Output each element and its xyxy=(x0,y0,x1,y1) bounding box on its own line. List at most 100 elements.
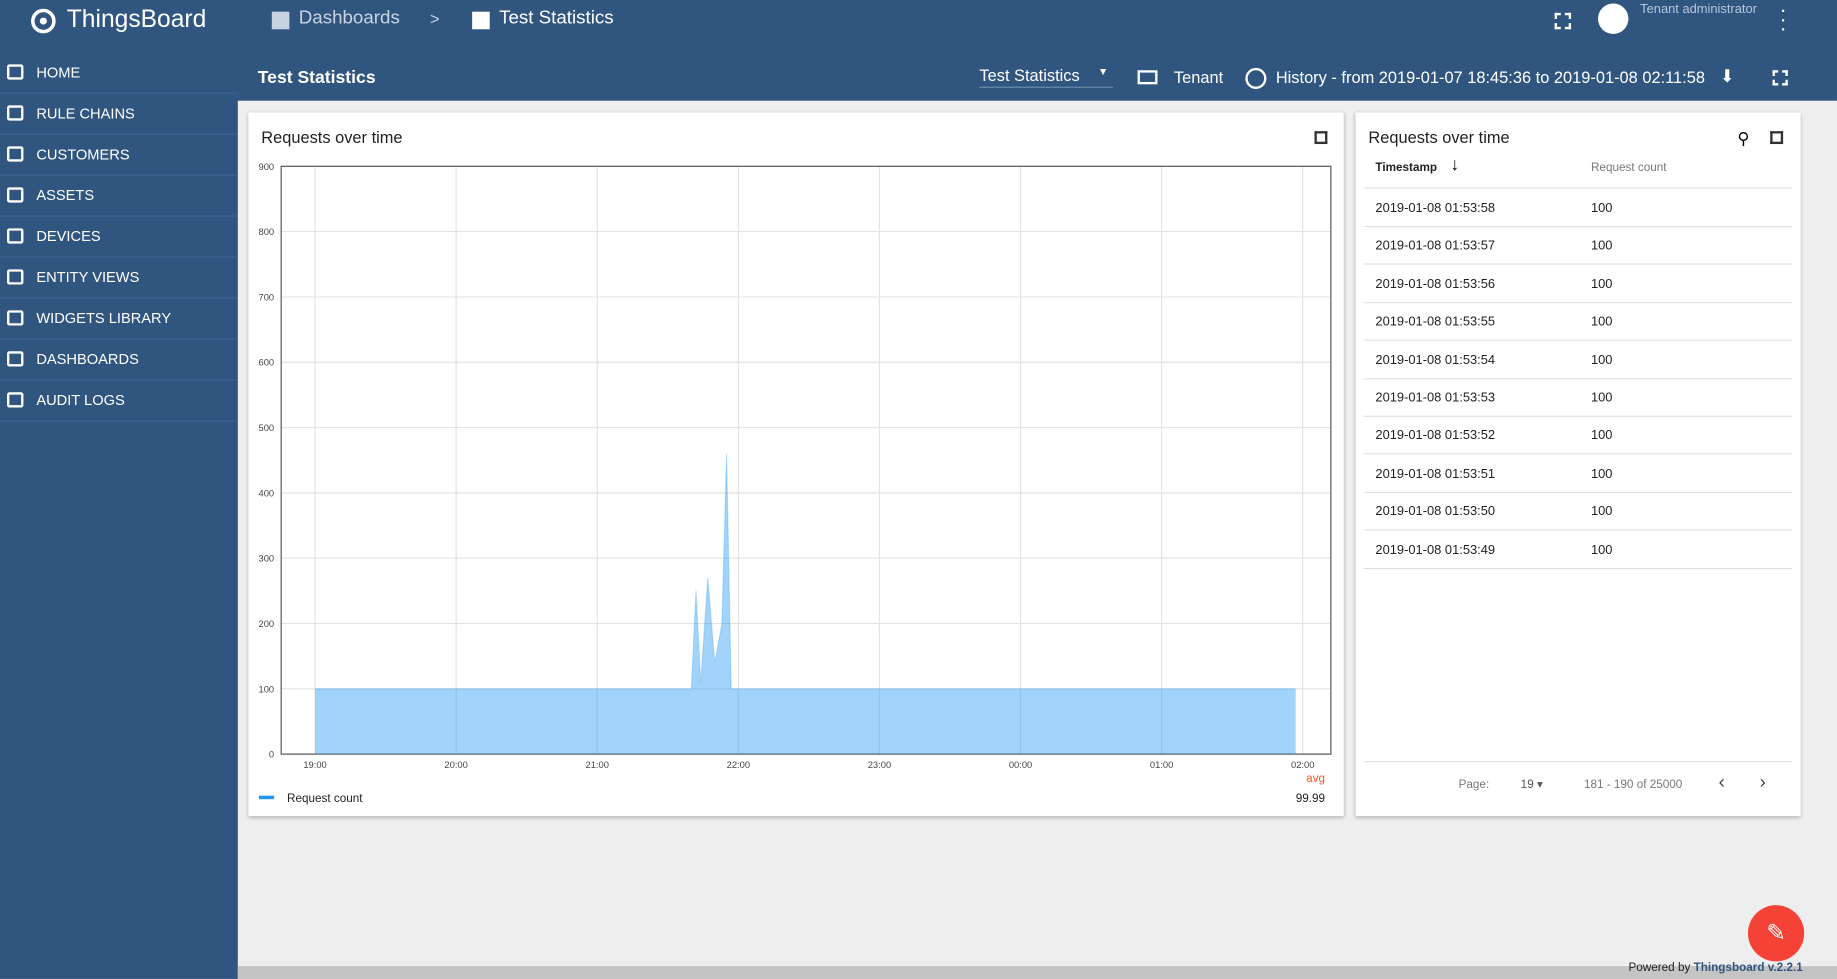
footer-bar xyxy=(237,966,1837,979)
x-tick-label: 00:00 xyxy=(1009,760,1032,770)
menu-label: HOME xyxy=(36,64,81,81)
search-button[interactable]: ⚲ xyxy=(1737,128,1750,148)
cell: 2019-01-08 01:53:53 xyxy=(1375,391,1496,406)
menu-icon xyxy=(7,310,24,326)
menu-item[interactable]: CUSTOMERS xyxy=(0,135,238,176)
logo[interactable]: ThingsBoard xyxy=(66,5,207,33)
cell: 100 xyxy=(1590,429,1613,444)
next-page[interactable]: › xyxy=(1759,772,1766,793)
menu-icon xyxy=(7,351,24,367)
table-row[interactable]: 2019-01-08 01:53:54 100 xyxy=(1363,340,1793,379)
menu-icon xyxy=(7,187,24,203)
entity-icon xyxy=(1137,70,1158,85)
prev-page[interactable]: ‹ xyxy=(1718,772,1725,793)
dropdown-arrow: ▼ xyxy=(1097,65,1109,78)
edit-button[interactable]: ✎ xyxy=(1747,905,1805,962)
user-name: Tenant administrator xyxy=(1640,2,1757,17)
dashboard-icon xyxy=(472,11,490,30)
menu-item[interactable]: ENTITY VIEWS xyxy=(0,258,238,299)
table-row[interactable]: 2019-01-08 01:53:57 100 xyxy=(1363,226,1793,266)
timewindow[interactable]: History - from 2019-01-07 18:45:36 to 20… xyxy=(1275,67,1705,87)
state-value: Test Statistics xyxy=(979,65,1080,85)
clock-icon xyxy=(1245,67,1267,89)
menu-label: RULE CHAINS xyxy=(36,105,135,122)
menu-icon xyxy=(7,64,24,80)
widget-title: Requests over time xyxy=(1368,127,1510,147)
cell: 2019-01-08 01:53:57 xyxy=(1375,239,1496,254)
sort-icon[interactable]: ↓ xyxy=(1450,154,1460,175)
cell: 2019-01-08 01:53:49 xyxy=(1375,542,1496,557)
cell: 2019-01-08 01:53:55 xyxy=(1375,315,1496,330)
top-bar xyxy=(0,0,1837,101)
cell: 2019-01-08 01:53:50 xyxy=(1375,504,1496,519)
menu-item[interactable]: HOME xyxy=(0,53,238,94)
page-number: 19 xyxy=(1520,778,1534,792)
menu-icon xyxy=(7,146,24,162)
page-range: 181 - 190 of 25000 xyxy=(1583,778,1683,792)
cell: 100 xyxy=(1590,391,1613,406)
widget-fullscreen[interactable] xyxy=(1314,131,1328,145)
table-row[interactable]: 2019-01-08 01:53:49 100 xyxy=(1363,530,1793,569)
page-label: Page: xyxy=(1458,778,1490,792)
avatar[interactable] xyxy=(1597,3,1629,34)
table-widget xyxy=(1355,112,1801,817)
y-tick-label: 300 xyxy=(259,554,275,564)
y-tick-label: 0 xyxy=(269,750,274,760)
fullscreen-button[interactable] xyxy=(1554,12,1572,30)
menu-label: AUDIT LOGS xyxy=(36,392,125,409)
fullscreen-button[interactable] xyxy=(1772,70,1788,86)
table-row[interactable]: 2019-01-08 01:53:52 100 xyxy=(1363,416,1793,455)
plot-frame xyxy=(280,165,1332,755)
x-tick-label: 22:00 xyxy=(727,760,750,770)
cell: 100 xyxy=(1590,504,1613,519)
menu-item[interactable]: AUDIT LOGS xyxy=(0,381,238,422)
x-tick-label: 23:00 xyxy=(868,760,891,770)
menu-item[interactable]: DASHBOARDS xyxy=(0,340,238,381)
menu-item[interactable]: DEVICES xyxy=(0,217,238,258)
table-row[interactable]: 2019-01-08 01:53:56 100 xyxy=(1363,264,1793,304)
widget-title: Requests over time xyxy=(261,127,403,147)
menu-label: DASHBOARDS xyxy=(36,351,139,368)
y-tick-label: 800 xyxy=(259,227,275,237)
footer-text: Powered by xyxy=(1628,961,1691,975)
more-button[interactable]: · · · xyxy=(1779,0,1787,40)
state-select[interactable]: Test Statistics ▼ xyxy=(979,66,1113,88)
export-button[interactable]: ⬇ xyxy=(1719,66,1735,87)
cell: 100 xyxy=(1590,201,1613,216)
dashboard-title: Test Statistics xyxy=(257,67,376,88)
y-tick-label: 100 xyxy=(259,684,275,694)
y-tick-label: 200 xyxy=(259,619,275,629)
breadcrumb[interactable]: Dashboards xyxy=(298,8,400,29)
menu-label: ASSETS xyxy=(36,187,95,204)
menu-label: ENTITY VIEWS xyxy=(36,269,140,286)
footer-link[interactable]: Thingsboard v.2.2.1 xyxy=(1693,961,1803,975)
menu-label: CUSTOMERS xyxy=(36,146,130,163)
cell: 100 xyxy=(1590,315,1613,330)
menu-icon xyxy=(7,269,24,285)
entity-label[interactable]: Tenant xyxy=(1173,67,1224,87)
table-row[interactable]: 2019-01-08 01:53:55 100 xyxy=(1363,302,1793,341)
area-fill xyxy=(315,453,1296,755)
menu-item[interactable]: ASSETS xyxy=(0,176,238,217)
table-row[interactable]: 2019-01-08 01:53:51 100 xyxy=(1363,454,1793,493)
page-select[interactable]: 19 ▾ xyxy=(1520,778,1543,792)
aggregate-label: avg xyxy=(1306,772,1325,785)
column-header[interactable]: Request count xyxy=(1590,161,1667,175)
y-tick-label: 500 xyxy=(259,423,275,433)
y-tick-label: 600 xyxy=(259,358,275,368)
y-tick-label: 900 xyxy=(259,162,275,172)
menu-label: WIDGETS LIBRARY xyxy=(36,310,172,327)
menu-label: DEVICES xyxy=(36,228,101,245)
x-tick-label: 01:00 xyxy=(1150,760,1173,770)
table-row[interactable]: 2019-01-08 01:53:53 100 xyxy=(1363,378,1793,417)
table-row[interactable]: 2019-01-08 01:53:50 100 xyxy=(1363,492,1793,531)
column-header[interactable]: Timestamp xyxy=(1375,161,1438,175)
table-row[interactable]: 2019-01-08 01:53:58 100 xyxy=(1363,189,1793,228)
cell: 2019-01-08 01:53:58 xyxy=(1375,201,1496,216)
widget-fullscreen[interactable] xyxy=(1770,131,1784,145)
menu-item[interactable]: WIDGETS LIBRARY xyxy=(0,299,238,340)
x-tick-label: 02:00 xyxy=(1291,760,1314,770)
sidebar xyxy=(0,0,238,979)
aggregate-value: 99.99 xyxy=(1296,792,1325,805)
menu-item[interactable]: RULE CHAINS xyxy=(0,94,238,135)
